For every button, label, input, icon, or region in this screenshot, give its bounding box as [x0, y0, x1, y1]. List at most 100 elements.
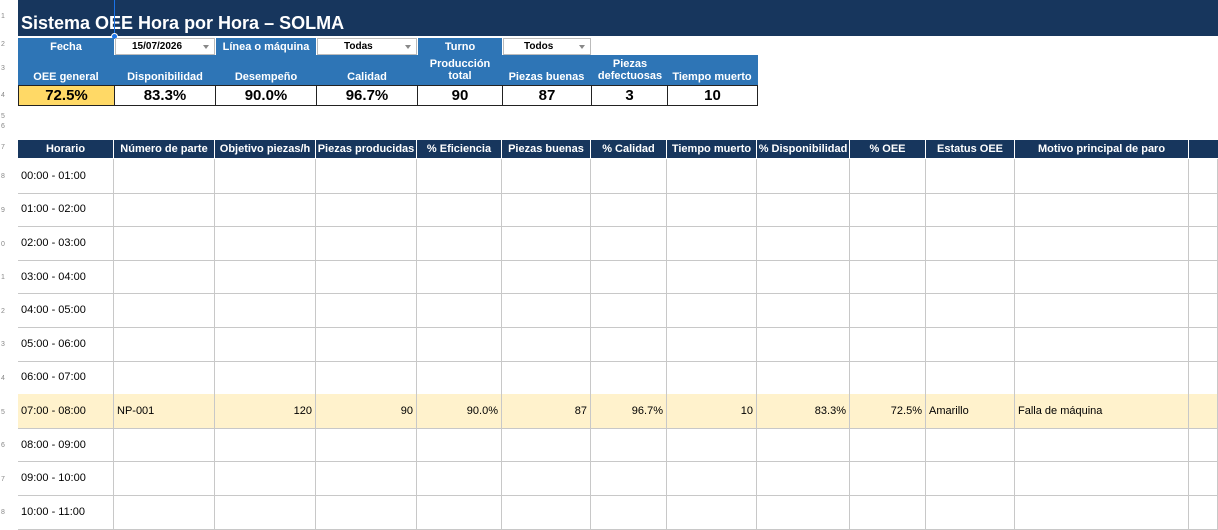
table-cell[interactable]	[215, 495, 316, 529]
table-cell[interactable]	[316, 159, 417, 193]
table-cell[interactable]	[667, 461, 757, 495]
table-cell[interactable]	[667, 226, 757, 260]
table-cell[interactable]	[926, 159, 1015, 193]
col-header-disponibilidad[interactable]: % Disponibilidad	[757, 140, 850, 158]
table-cell[interactable]	[417, 327, 502, 361]
table-cell[interactable]	[1015, 159, 1189, 193]
row-number[interactable]: 7	[1, 476, 5, 483]
table-cell[interactable]	[502, 427, 591, 462]
table-cell[interactable]	[926, 495, 1015, 529]
table-cell[interactable]: 05:00 - 06:00	[18, 327, 114, 361]
table-cell[interactable]	[757, 226, 850, 260]
table-cell[interactable]	[1015, 192, 1189, 227]
table-cell[interactable]: 10:00 - 11:00	[18, 495, 114, 529]
table-cell[interactable]: 87	[502, 394, 591, 428]
col-header-horario[interactable]: Horario	[18, 140, 114, 158]
table-cell[interactable]	[417, 159, 502, 193]
table-cell[interactable]	[757, 360, 850, 395]
table-cell[interactable]	[591, 495, 667, 529]
chevron-down-icon[interactable]	[405, 44, 411, 49]
table-cell[interactable]	[926, 259, 1015, 294]
row-number[interactable]: 1	[1, 13, 5, 20]
table-cell[interactable]	[591, 226, 667, 260]
table-cell[interactable]	[591, 461, 667, 495]
table-cell[interactable]	[1189, 360, 1218, 395]
table-cell[interactable]	[1189, 259, 1218, 294]
table-cell[interactable]: 90	[316, 394, 417, 428]
row-number[interactable]: 0	[1, 241, 5, 248]
table-cell[interactable]	[926, 226, 1015, 260]
row-number[interactable]: 8	[1, 173, 5, 180]
table-cell[interactable]: 120	[215, 394, 316, 428]
table-cell[interactable]	[502, 293, 591, 327]
table-cell[interactable]	[114, 427, 215, 462]
table-row[interactable]: 01:00 - 02:00	[18, 192, 1218, 228]
table-cell[interactable]: 08:00 - 09:00	[18, 427, 114, 462]
table-row[interactable]: 07:00 - 08:00 NP-001 120 90 90.0% 87 96.7% 10 83…	[18, 394, 1218, 429]
table-cell[interactable]	[502, 226, 591, 260]
table-cell[interactable]	[502, 192, 591, 227]
table-cell[interactable]	[114, 226, 215, 260]
table-cell[interactable]	[502, 495, 591, 529]
selection-handle[interactable]	[111, 33, 118, 40]
table-cell[interactable]: 10	[667, 394, 757, 428]
row-number[interactable]: 2	[1, 308, 5, 315]
chevron-down-icon[interactable]	[579, 44, 585, 49]
table-cell[interactable]	[1015, 360, 1189, 395]
table-cell[interactable]: 07:00 - 08:00	[18, 394, 114, 428]
table-cell[interactable]	[215, 461, 316, 495]
table-cell[interactable]	[667, 427, 757, 462]
table-cell[interactable]	[667, 259, 757, 294]
col-header-piezas-buenas[interactable]: Piezas buenas	[502, 140, 591, 158]
table-cell[interactable]	[114, 495, 215, 529]
table-cell[interactable]	[591, 427, 667, 462]
table-cell[interactable]	[850, 327, 926, 361]
table-cell[interactable]	[591, 327, 667, 361]
table-cell[interactable]	[502, 461, 591, 495]
table-cell[interactable]	[215, 226, 316, 260]
row-number[interactable]: 8	[1, 509, 5, 516]
table-cell[interactable]	[316, 327, 417, 361]
table-cell[interactable]: 01:00 - 02:00	[18, 192, 114, 227]
table-cell[interactable]	[502, 259, 591, 294]
table-cell[interactable]	[926, 327, 1015, 361]
table-cell[interactable]: 09:00 - 10:00	[18, 461, 114, 495]
table-row[interactable]: 06:00 - 07:00	[18, 360, 1218, 396]
table-cell[interactable]	[757, 495, 850, 529]
table-cell[interactable]	[757, 327, 850, 361]
table-cell[interactable]	[1189, 226, 1218, 260]
table-cell[interactable]	[502, 159, 591, 193]
table-cell[interactable]	[1015, 495, 1189, 529]
table-cell[interactable]	[926, 427, 1015, 462]
table-cell[interactable]	[1189, 293, 1218, 327]
table-cell[interactable]	[591, 360, 667, 395]
table-cell[interactable]	[114, 293, 215, 327]
table-cell[interactable]: 72.5%	[850, 394, 926, 428]
table-cell[interactable]	[757, 461, 850, 495]
row-number[interactable]: 6	[1, 123, 5, 130]
fecha-dropdown[interactable]: 15/07/2026	[115, 38, 215, 55]
table-cell[interactable]	[850, 427, 926, 462]
table-cell[interactable]	[850, 259, 926, 294]
table-cell[interactable]	[215, 360, 316, 395]
row-number[interactable]: 5	[1, 113, 5, 120]
table-cell[interactable]	[1015, 461, 1189, 495]
table-cell[interactable]	[1189, 461, 1218, 495]
turno-dropdown[interactable]: Todos	[503, 38, 591, 55]
table-cell[interactable]	[1015, 427, 1189, 462]
table-cell[interactable]	[1015, 327, 1189, 361]
table-cell[interactable]	[316, 495, 417, 529]
table-cell[interactable]	[316, 360, 417, 395]
table-cell[interactable]	[502, 360, 591, 395]
col-header-tiempo-muerto[interactable]: Tiempo muerto	[667, 140, 757, 158]
table-cell[interactable]	[850, 495, 926, 529]
col-header-eficiencia[interactable]: % Eficiencia	[417, 140, 502, 158]
table-cell[interactable]	[316, 293, 417, 327]
table-cell[interactable]	[591, 293, 667, 327]
row-number[interactable]: 6	[1, 442, 5, 449]
table-cell[interactable]	[757, 259, 850, 294]
table-cell[interactable]: Falla de máquina	[1015, 394, 1189, 428]
table-cell[interactable]	[667, 159, 757, 193]
table-cell[interactable]	[757, 427, 850, 462]
table-row[interactable]: 00:00 - 01:00	[18, 159, 1218, 194]
